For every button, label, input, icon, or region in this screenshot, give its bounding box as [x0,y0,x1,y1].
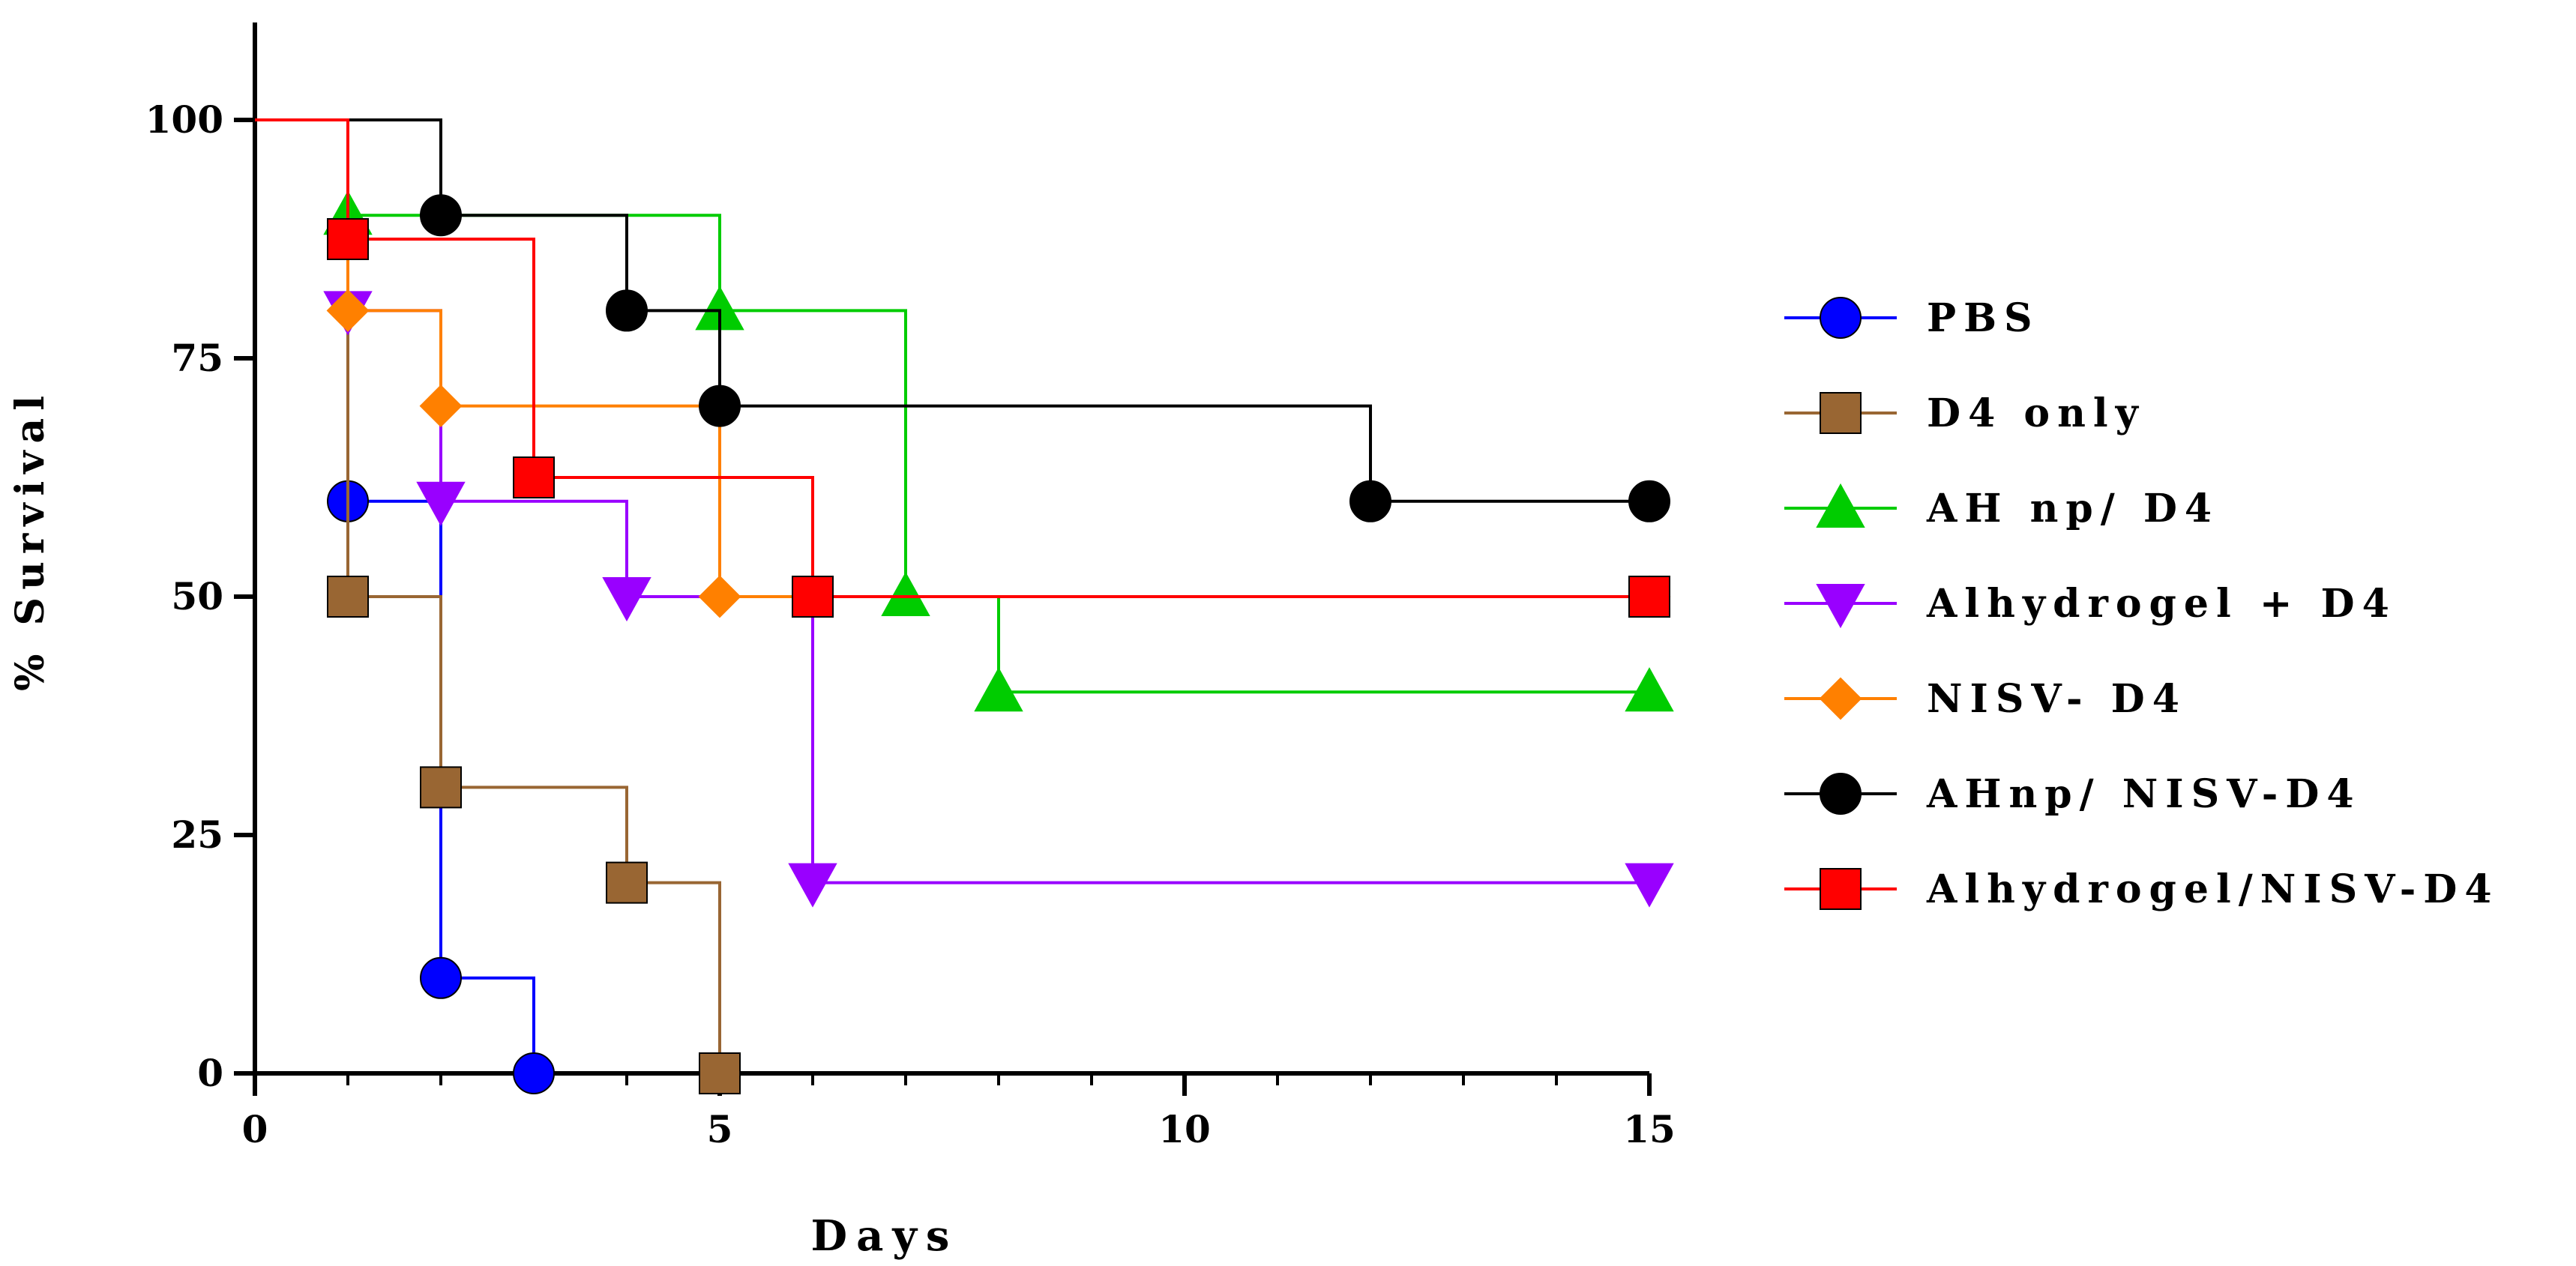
data-point [513,1052,555,1094]
data-point [698,575,741,618]
legend-marker [1816,483,1865,528]
data-point [606,289,648,332]
legend-marker [1816,584,1865,629]
legend-label: Alhydrogel/NISV-D4 [1926,866,2500,912]
data-point [881,571,930,616]
data-point [420,956,462,999]
legend-entry: PBS [1784,295,2040,341]
series-4 [255,118,1671,618]
legend-label: NISV- D4 [1927,676,2187,722]
data-point [974,667,1023,712]
series-line [255,118,1649,503]
data-point [513,456,555,498]
data-point [1349,480,1391,522]
x-tick-label: 15 [1623,1107,1676,1151]
y-tick-label: 25 [171,813,223,857]
data-point [1625,667,1674,712]
legend-label: PBS [1927,295,2040,341]
legend-label: Alhydrogel + D4 [1926,581,2397,627]
data-point [699,1052,741,1094]
data-point [327,576,369,618]
data-point [699,385,741,427]
legend-entry: D4 only [1784,391,2146,436]
series-6 [255,118,1670,618]
x-tick-label: 0 [242,1107,268,1151]
series-1 [255,118,741,1094]
data-point [420,766,462,809]
legend-marker [1820,297,1862,339]
data-point [327,218,369,260]
y-axis-label: % Survival [7,388,53,691]
legend: PBS D4 only AH np/ D4 Alhydrogel + D4 NISV- … [1784,295,2500,912]
series-2 [255,118,1674,712]
legend-marker [1820,773,1862,815]
legend-label: AH np/ D4 [1926,486,2219,531]
data-point [419,385,463,428]
legend-entry: AHnp/ NISV-D4 [1784,771,2362,817]
y-tick-label: 0 [197,1051,223,1095]
data-point [1628,576,1670,618]
legend-marker [1820,392,1862,434]
axes: 0 25 50 75 100 0 5 10 15 [145,22,1676,1151]
data-point [420,194,462,237]
x-tick-label: 5 [707,1107,733,1151]
data-point [602,577,651,622]
data-point [326,289,370,332]
series-line [255,118,1649,598]
legend-marker [1820,868,1862,910]
legend-entry: NISV- D4 [1784,676,2187,722]
y-tick-label: 75 [171,336,223,380]
series-line [255,118,1649,598]
y-tick-label: 100 [145,97,223,142]
legend-label: AHnp/ NISV-D4 [1926,771,2362,817]
legend-entry: Alhydrogel/NISV-D4 [1784,866,2500,912]
legend-marker [1819,677,1862,720]
data-point [1625,863,1674,908]
data-point [416,481,466,526]
series-5 [255,118,1670,522]
x-tick-label: 10 [1158,1107,1211,1151]
series-0 [255,118,555,1094]
data-point [792,576,834,618]
y-tick-label: 50 [171,574,223,618]
data-point [606,861,648,904]
data-point [788,863,837,908]
x-axis-label: Days [811,1211,959,1261]
legend-entry: AH np/ D4 [1784,483,2219,531]
series-layer [255,118,1674,1094]
legend-entry: Alhydrogel + D4 [1784,581,2397,629]
data-point [1628,480,1670,522]
legend-label: D4 only [1927,391,2146,436]
